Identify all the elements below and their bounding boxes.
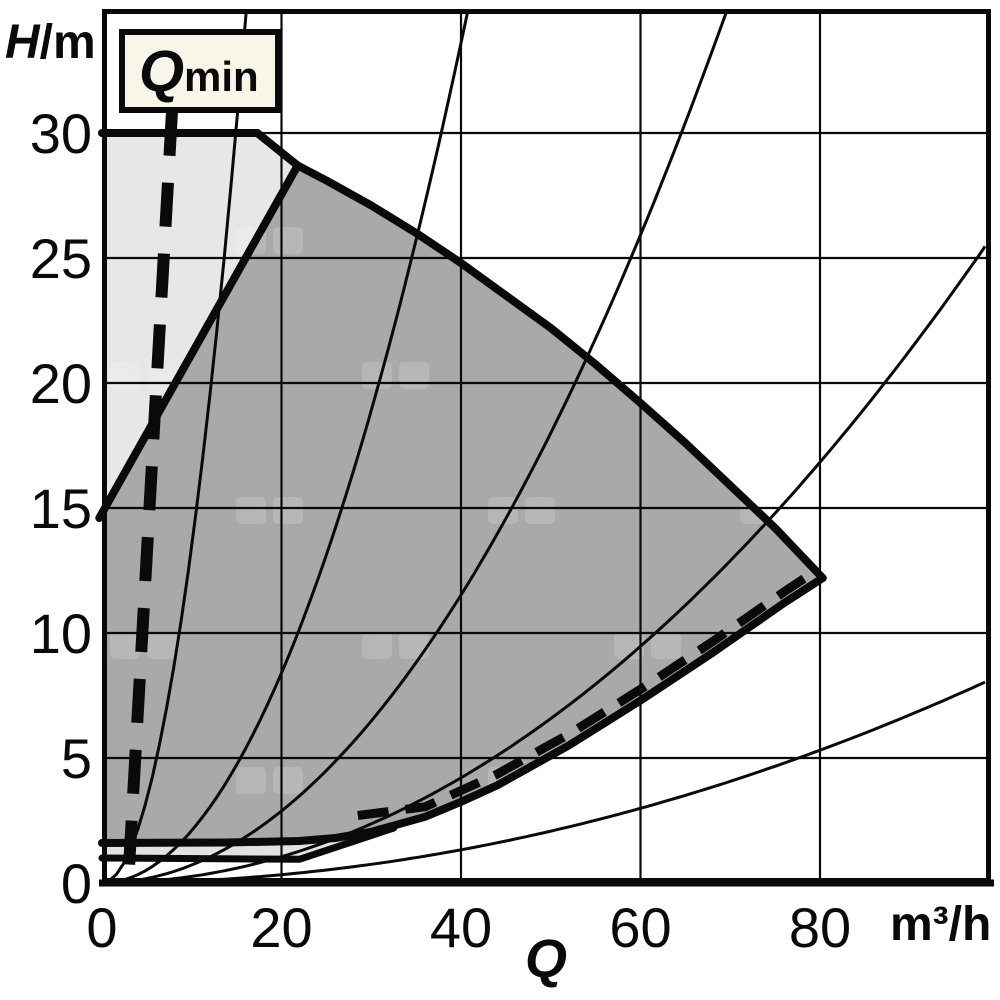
y-axis-variable: H [5, 16, 41, 69]
x-axis-unit-label: m³/h [890, 898, 991, 951]
qmin-label-q: Q [139, 39, 184, 104]
x-tick-label-60: 60 [609, 896, 671, 959]
watermark-mark [488, 497, 555, 524]
x-axis-label: Q [525, 929, 567, 989]
x-tick-label-20: 20 [250, 896, 312, 959]
y-axis-label: H/m [5, 16, 96, 69]
y-tick-label-5: 5 [61, 727, 92, 790]
y-tick-label-0: 0 [61, 852, 92, 915]
y-tick-label-15: 15 [30, 477, 92, 540]
watermark-mark [614, 632, 681, 659]
lower-strip-boundary [98, 824, 398, 863]
system-curve-5 [102, 680, 986, 883]
max-speed-curve [253, 129, 827, 582]
watermark-mark [614, 92, 681, 119]
tick-labels: 0 5 10 15 20 25 30 0 20 40 60 80 [30, 102, 851, 959]
watermark-mark [362, 92, 429, 119]
watermark-mark [866, 632, 933, 659]
x-tick-label-80: 80 [789, 896, 851, 959]
qmin-box-border [119, 29, 281, 113]
limit-lines-layer [122, 111, 821, 870]
envelope-boundary-layer [95, 129, 827, 863]
y-tick-label-30: 30 [30, 102, 92, 165]
x-tick-label-40: 40 [430, 896, 492, 959]
watermark-mark [740, 227, 807, 254]
min-speed-curve [98, 574, 827, 847]
x-tick-label-0: 0 [86, 896, 117, 959]
y-tick-label-25: 25 [30, 227, 92, 290]
qmin-limit-line [122, 111, 178, 870]
plot-frame [99, 9, 994, 887]
left-envelope-boundary [95, 161, 302, 522]
watermark-mark [866, 92, 933, 119]
watermark-mark [488, 227, 555, 254]
y-axis-unit: /m [40, 16, 96, 69]
watermark-mark [740, 767, 807, 794]
watermark-mark [110, 632, 177, 659]
y-tick-label-20: 20 [30, 352, 92, 415]
system-curve-4 [102, 245, 987, 883]
qmin-annotation-box: Q min [119, 29, 281, 113]
qmin-label-sub: min [184, 53, 259, 100]
y-tick-label-10: 10 [30, 602, 92, 665]
